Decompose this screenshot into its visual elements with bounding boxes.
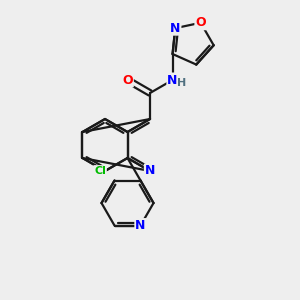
Text: N: N bbox=[135, 219, 146, 232]
Text: Cl: Cl bbox=[94, 166, 106, 176]
Text: O: O bbox=[122, 74, 133, 86]
Text: N: N bbox=[167, 74, 178, 86]
Text: N: N bbox=[170, 22, 181, 35]
Text: O: O bbox=[195, 16, 206, 29]
Text: H: H bbox=[177, 78, 187, 88]
Text: N: N bbox=[145, 164, 155, 178]
